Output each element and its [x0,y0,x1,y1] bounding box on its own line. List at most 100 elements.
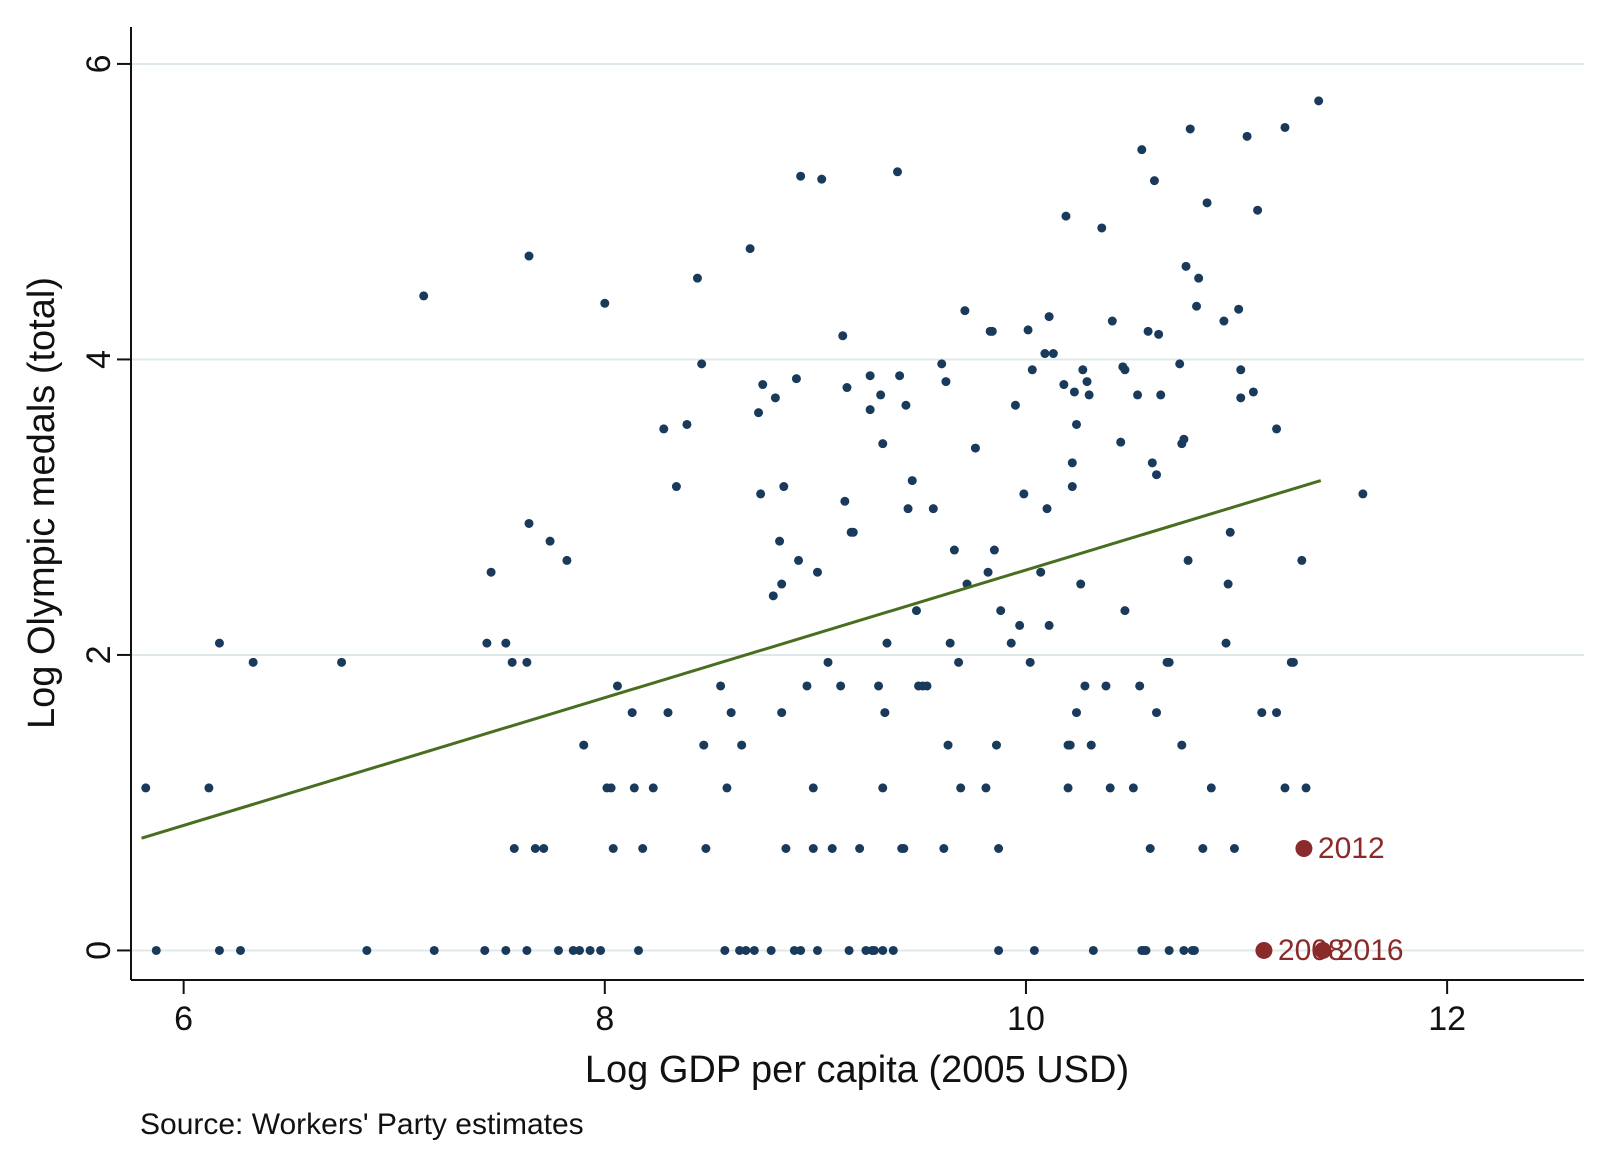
data-point [1107,316,1117,326]
ticks: 0 2 4 6 6 8 10 12 [80,54,1466,1038]
data-point [1183,555,1193,565]
data-point [1225,527,1235,537]
data-point [141,783,151,793]
data-point [627,708,637,718]
data-point [659,424,669,434]
data-point [812,567,822,577]
data-point [945,638,955,648]
data-point [802,681,812,691]
data-point [1297,555,1307,565]
data-point [1154,329,1164,339]
data-point [701,844,711,854]
data-point [766,945,776,955]
data-point [419,291,429,301]
fit-line-group [141,479,1322,840]
data-point [1076,579,1086,589]
data-point [248,657,258,667]
data-point [1019,489,1029,499]
data-point [1061,211,1071,221]
data-point [1257,708,1267,718]
data-point [876,390,886,400]
highlight-label: 2016 [1337,934,1404,967]
data-point [337,657,347,667]
data-point [994,844,1004,854]
data-point [928,504,938,514]
data-point [480,945,490,955]
data-point [1040,349,1050,359]
data-point [994,945,1004,955]
data-point [501,638,511,648]
data-point [722,783,732,793]
data-point [1135,681,1145,691]
data-point [522,945,532,955]
data-point [796,171,806,181]
data-point [808,844,818,854]
data-point [726,708,736,718]
data-point [1006,638,1016,648]
data-point [1010,400,1020,410]
data-point [568,945,578,955]
data-point [501,945,511,955]
data-point [939,844,949,854]
data-point [1128,783,1138,793]
data-point [1044,620,1054,630]
data-point [1133,390,1143,400]
data-point [848,527,858,537]
data-point [1145,844,1155,854]
y-tick-label: 4 [80,350,118,369]
data-point [720,945,730,955]
data-point [1179,434,1189,444]
highlight-point [1295,840,1313,858]
data-point [741,945,751,955]
data-point [880,708,890,718]
data-point [1015,620,1025,630]
data-point [1143,326,1153,336]
data-point [1177,740,1187,750]
data-point [1358,489,1368,499]
data-point [796,945,806,955]
data-point [1272,708,1282,718]
data-point [1084,390,1094,400]
y-tick-label: 0 [80,941,118,960]
gridlines [131,62,1584,952]
data-point [1027,365,1037,375]
data-point [1236,393,1246,403]
data-point [612,681,622,691]
data-point [1272,424,1282,434]
data-point [895,371,905,381]
data-point [1280,783,1290,793]
data-point [855,844,865,854]
highlight-label: 2008 [1278,934,1345,967]
data-point [754,408,764,418]
data-point [1152,470,1162,480]
x-axis-title: Log GDP per capita (2005 USD) [585,1049,1129,1091]
data-point [1185,124,1195,134]
data-point [606,783,616,793]
data-point [970,443,980,453]
data-point [1097,223,1107,233]
data-point [585,945,595,955]
data-point [779,482,789,492]
highlight-point [1314,941,1332,959]
data-point [1156,390,1166,400]
data-point [911,606,921,616]
data-point [865,405,875,415]
data-point [996,606,1006,616]
data-point [1072,708,1082,718]
data-point [362,945,372,955]
data-point [1023,325,1033,335]
data-point [539,844,549,854]
data-point [509,844,519,854]
data-point [507,657,517,667]
data-point [1242,131,1252,141]
data-point [1198,844,1208,854]
data-point [960,306,970,316]
data-point [1234,304,1244,314]
data-point [838,331,848,341]
data-point [553,945,563,955]
data-point [789,945,799,955]
data-point [882,638,892,648]
data-point [1082,377,1092,387]
data-point [482,638,492,648]
